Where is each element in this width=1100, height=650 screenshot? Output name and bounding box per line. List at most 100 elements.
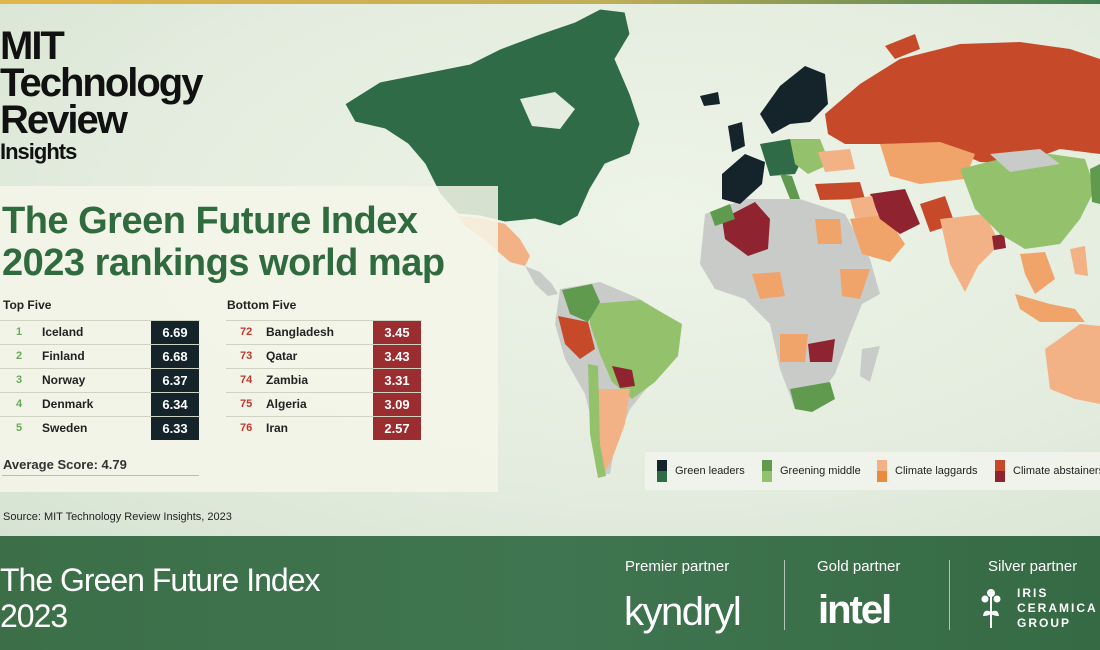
country: Zambia: [266, 373, 309, 387]
rank: 4: [16, 398, 23, 410]
bottom-five-header: Bottom Five: [227, 298, 297, 312]
legend-swatch: [657, 460, 667, 482]
region-morocco: [710, 204, 735, 226]
bottom-five-row: 73 Qatar 3.43: [226, 344, 422, 368]
silver-partner-label: Silver partner: [988, 558, 1078, 575]
country: Iceland: [42, 325, 84, 339]
rank: 72: [240, 326, 253, 338]
top-five-row: 3 Norway 6.37: [0, 368, 200, 392]
legend-label: Green leaders: [675, 465, 745, 477]
top-accent-bar: [0, 0, 1100, 4]
region-kenya: [840, 269, 870, 299]
top-five-row: 1 Iceland 6.69: [0, 320, 200, 344]
title-line-2: 2023 rankings world map: [2, 242, 445, 284]
region-iran: [870, 189, 920, 234]
iris-flower-icon: [981, 589, 1001, 628]
score-badge: 3.31: [373, 369, 421, 392]
partner-divider: [949, 560, 950, 630]
region-russia: [825, 42, 1100, 164]
logo-line-3: Review: [0, 97, 128, 142]
logo-line-2: Technology: [0, 60, 203, 105]
region-philippines: [1070, 246, 1088, 276]
region-central-america: [525, 266, 558, 296]
country: Algeria: [266, 397, 307, 411]
iris-ceramica-logo: IRIS CERAMICA GROUP: [1017, 586, 1098, 631]
country: Bangladesh: [266, 325, 335, 339]
region-paraguay: [612, 366, 635, 388]
region-turkey: [815, 182, 865, 200]
score-badge: 2.57: [373, 417, 421, 440]
region-france-spain: [722, 154, 765, 204]
gold-partner-label: Gold partner: [817, 558, 901, 575]
premier-partner-label: Premier partner: [625, 558, 730, 575]
region-east-europe: [790, 139, 830, 174]
map-legend: Green leaders Greening middle Climate la…: [645, 452, 1100, 490]
region-russia-islands: [885, 34, 920, 59]
region-madagascar: [860, 346, 880, 382]
page-title: The Green Future Index 2023 rankings wor…: [2, 200, 445, 284]
average-score: Average Score: 4.79: [3, 457, 127, 472]
legend-swatch: [995, 460, 1005, 482]
country: Norway: [42, 373, 86, 387]
region-indonesia: [1015, 294, 1085, 322]
legend-swatch: [877, 460, 887, 482]
top-five-header: Top Five: [3, 298, 52, 312]
region-zambia: [808, 339, 835, 362]
world-map-svg: [344, 8, 1100, 478]
score-badge: 6.69: [151, 321, 199, 344]
country: Finland: [42, 349, 85, 363]
top-five-row: 4 Denmark 6.34: [0, 392, 200, 416]
score-badge: 3.09: [373, 393, 421, 416]
legend-label: Greening middle: [780, 465, 861, 477]
region-nigeria: [752, 272, 785, 299]
region-iceland: [700, 92, 720, 106]
top-five-row: 2 Finland 6.68: [0, 344, 200, 368]
country: Sweden: [42, 421, 88, 435]
legend-label: Climate abstainers: [1013, 465, 1100, 477]
kyndryl-logo: kyndryl: [624, 590, 742, 634]
score-badge: 6.33: [151, 417, 199, 440]
rank: 76: [240, 422, 253, 434]
score-badge: 6.34: [151, 393, 199, 416]
logo-line-4: Insights: [0, 139, 77, 165]
region-india: [940, 214, 1000, 292]
region-australia: [1045, 324, 1100, 404]
rank: 73: [240, 350, 253, 362]
bottom-five-row: 72 Bangladesh 3.45: [226, 320, 422, 344]
region-south-africa: [790, 382, 835, 412]
region-egypt: [815, 219, 842, 244]
footer-banner: The Green Future Index 2023 Premier part…: [0, 536, 1100, 650]
region-japan: [1090, 164, 1100, 204]
footer-title-line-2: 2023: [0, 598, 68, 634]
title-line-1: The Green Future Index: [2, 200, 418, 242]
rank: 5: [16, 422, 23, 434]
region-kazakhstan: [880, 142, 975, 184]
top-five-row: 5 Sweden 6.33: [0, 416, 200, 440]
region-ukraine: [818, 149, 855, 172]
legend-swatch: [762, 460, 772, 482]
region-uk: [728, 122, 745, 152]
bottom-five-row: 75 Algeria 3.09: [226, 392, 422, 416]
iris-logo-line-2: CERAMICA: [1017, 601, 1098, 615]
country: Qatar: [266, 349, 298, 363]
region-china: [960, 154, 1095, 249]
bottom-five-row: 74 Zambia 3.31: [226, 368, 422, 392]
region-iraq: [850, 196, 878, 218]
region-peru: [558, 316, 595, 359]
country: Denmark: [42, 397, 94, 411]
region-brazil: [590, 300, 682, 399]
rank: 2: [16, 350, 23, 362]
rank: 1: [16, 326, 23, 338]
intel-logo: intel: [818, 588, 892, 632]
rank: 74: [240, 374, 253, 386]
region-se-asia: [1020, 252, 1055, 294]
region-north-america: [344, 8, 641, 227]
region-bangladesh: [992, 234, 1006, 250]
logo-line-1: MIT: [0, 24, 65, 68]
footer-title: The Green Future Index 2023: [0, 562, 321, 634]
region-colombia: [562, 284, 600, 322]
legend-label: Climate laggards: [895, 465, 978, 477]
partner-divider: [784, 560, 785, 630]
iris-logo-line-1: IRIS: [1017, 586, 1049, 600]
score-badge: 3.45: [373, 321, 421, 344]
